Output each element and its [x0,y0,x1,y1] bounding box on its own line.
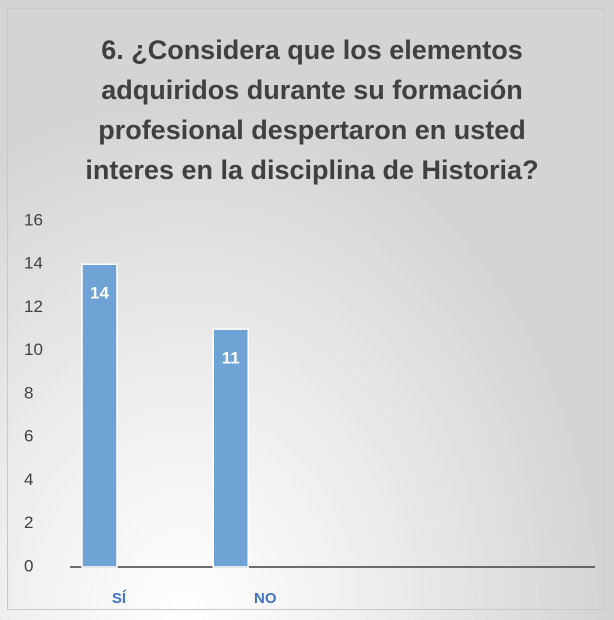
y-tick-label: 16 [24,210,43,229]
y-tick-label: 8 [24,383,33,402]
y-tick-label: 2 [24,513,33,532]
data-label: 11 [222,349,240,368]
y-tick-label: 14 [24,254,43,273]
x-tick-label: NO [254,590,277,607]
chart-title: 6. ¿Considera que los elementos adquirid… [85,35,539,185]
bar [212,328,249,568]
x-tick-label: SÍ [112,590,127,607]
y-tick-label: 10 [24,340,43,359]
y-tick-label: 0 [24,556,33,575]
chart-frame [7,8,605,610]
y-tick-label: 12 [24,297,43,316]
bar [81,263,118,568]
y-tick-label: 6 [24,427,33,446]
data-label: 14 [90,284,109,303]
y-tick-label: 4 [24,470,33,489]
